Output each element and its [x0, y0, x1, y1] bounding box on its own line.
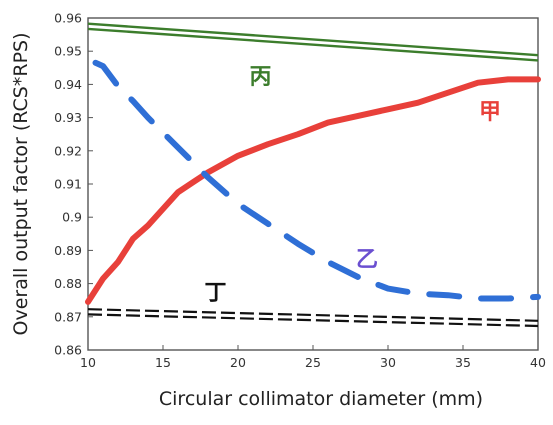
y-tick-label: 0.96: [54, 11, 82, 26]
series-label: 丙: [249, 65, 271, 90]
y-tick-label: 0.92: [54, 143, 82, 158]
series-line: [87, 22, 539, 57]
y-tick-label: 0.95: [54, 44, 82, 59]
x-tick-label: 35: [455, 355, 471, 370]
series-line: [92, 59, 541, 302]
series-line: [87, 27, 539, 62]
y-tick-label: 0.87: [54, 309, 82, 324]
y-axis-title: Overall output factor (RCS*RPS): [10, 33, 32, 336]
axis-ticks: 10 15 20 25 30 35 40 0.86 0.87 0.88 0.89 0.9 0.91 0.9…: [54, 11, 546, 371]
y-tick-label: 0.91: [54, 177, 82, 192]
x-tick-label: 10: [80, 355, 96, 370]
series-1: [85, 76, 541, 305]
series-2: [92, 59, 541, 302]
series-label: 丁: [204, 281, 226, 306]
y-tick-label: 0.88: [54, 276, 82, 291]
series-label: 乙: [356, 248, 378, 273]
y-tick-label: 0.9: [62, 210, 82, 225]
series-3: [87, 22, 539, 62]
series-label: 甲: [479, 100, 501, 125]
x-tick-label: 15: [155, 355, 171, 370]
y-tick-label: 0.94: [54, 77, 82, 92]
x-axis-title: Circular collimator diameter (mm): [159, 388, 483, 410]
x-tick-label: 20: [230, 355, 246, 370]
x-tick-label: 30: [380, 355, 396, 370]
series-layer: [85, 22, 541, 328]
y-tick-label: 0.86: [54, 343, 82, 358]
y-tick-label: 0.89: [54, 243, 82, 258]
x-tick-label: 40: [530, 355, 546, 370]
y-tick-label: 0.93: [54, 110, 82, 125]
series-line: [85, 76, 541, 305]
x-tick-label: 25: [305, 355, 321, 370]
